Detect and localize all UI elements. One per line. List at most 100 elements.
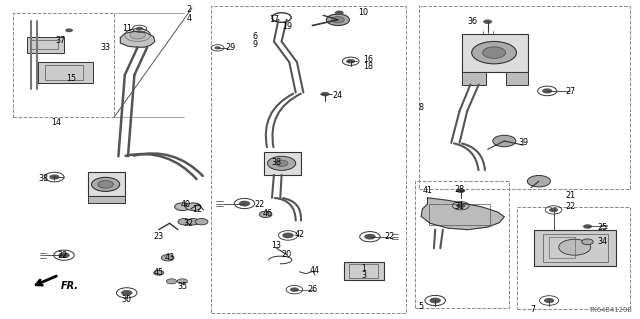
Circle shape [166,279,177,284]
Circle shape [290,287,299,292]
Text: 2: 2 [186,5,191,14]
Text: 37: 37 [56,36,66,45]
Text: 8: 8 [419,103,424,112]
Bar [462,34,528,72]
Bar [38,62,93,83]
Text: 22: 22 [58,251,68,260]
Text: 22: 22 [254,200,264,209]
Text: 20: 20 [282,250,292,259]
Text: 5: 5 [419,302,424,311]
Circle shape [542,88,552,93]
Polygon shape [120,31,155,47]
Circle shape [549,208,558,212]
Circle shape [178,219,191,225]
Text: 40: 40 [180,200,191,209]
Circle shape [346,59,355,63]
Circle shape [58,252,70,258]
Circle shape [544,298,554,303]
Circle shape [65,28,73,32]
Text: 41: 41 [422,186,433,195]
Text: 31: 31 [454,202,465,211]
Circle shape [130,31,145,39]
Bar [344,262,384,280]
Text: 23: 23 [154,232,164,241]
Text: 4: 4 [186,14,191,23]
Text: 22: 22 [384,232,394,241]
Text: 34: 34 [598,237,608,246]
Bar [349,264,378,278]
Circle shape [92,177,120,191]
Text: 15: 15 [67,74,77,83]
Text: 27: 27 [566,87,576,96]
Text: 7: 7 [530,305,535,314]
Text: 42: 42 [294,230,305,239]
Circle shape [456,204,465,208]
Text: 24: 24 [333,91,343,100]
Text: 39: 39 [518,138,529,147]
Circle shape [49,174,60,180]
Bar [506,72,528,85]
Text: 19: 19 [282,22,292,31]
Circle shape [177,279,188,284]
Bar [415,181,509,308]
Circle shape [429,298,441,303]
Circle shape [493,135,516,147]
Text: 33: 33 [100,43,111,52]
Circle shape [195,219,208,225]
Bar [429,204,490,225]
Circle shape [583,224,592,229]
Text: 45: 45 [154,268,164,277]
Text: 10: 10 [358,8,369,17]
Bar [13,13,114,117]
Text: 38: 38 [271,158,282,167]
Circle shape [483,19,492,24]
Circle shape [98,181,113,188]
Text: 35: 35 [177,282,188,291]
Text: 36: 36 [467,17,477,26]
Bar [88,172,125,196]
Bar [543,234,608,262]
Text: 29: 29 [225,43,236,52]
Text: 28: 28 [454,185,465,194]
Bar [88,196,125,203]
Circle shape [282,233,294,238]
Circle shape [268,156,296,170]
Bar [549,237,575,258]
Text: 17: 17 [269,15,279,24]
Circle shape [559,239,591,255]
Text: 13: 13 [271,241,282,250]
Bar [419,6,630,189]
Text: 26: 26 [307,285,317,294]
Bar [534,230,616,266]
Circle shape [161,255,174,261]
Text: 22: 22 [566,202,576,211]
Text: 11: 11 [122,24,132,33]
Text: 3: 3 [361,271,366,280]
Circle shape [136,27,143,31]
Circle shape [275,160,288,167]
Circle shape [335,11,344,15]
Text: 14: 14 [51,118,61,127]
Circle shape [239,201,250,206]
Text: 16: 16 [363,55,373,63]
Circle shape [456,189,465,193]
Bar [45,65,83,80]
Text: 30: 30 [122,295,132,304]
Bar [264,152,301,175]
Text: 43: 43 [164,253,175,262]
Circle shape [527,175,550,187]
Circle shape [582,239,593,245]
Text: 6: 6 [252,32,257,41]
Polygon shape [421,198,504,230]
Bar [27,37,64,53]
Circle shape [121,290,132,296]
Text: 21: 21 [566,191,576,200]
Circle shape [175,203,190,211]
Text: TK64B4120B: TK64B4120B [589,307,632,313]
Bar [517,207,630,309]
Circle shape [364,234,376,240]
Text: 25: 25 [598,223,608,232]
Circle shape [154,270,164,275]
Text: 18: 18 [363,62,373,71]
Circle shape [483,47,506,58]
